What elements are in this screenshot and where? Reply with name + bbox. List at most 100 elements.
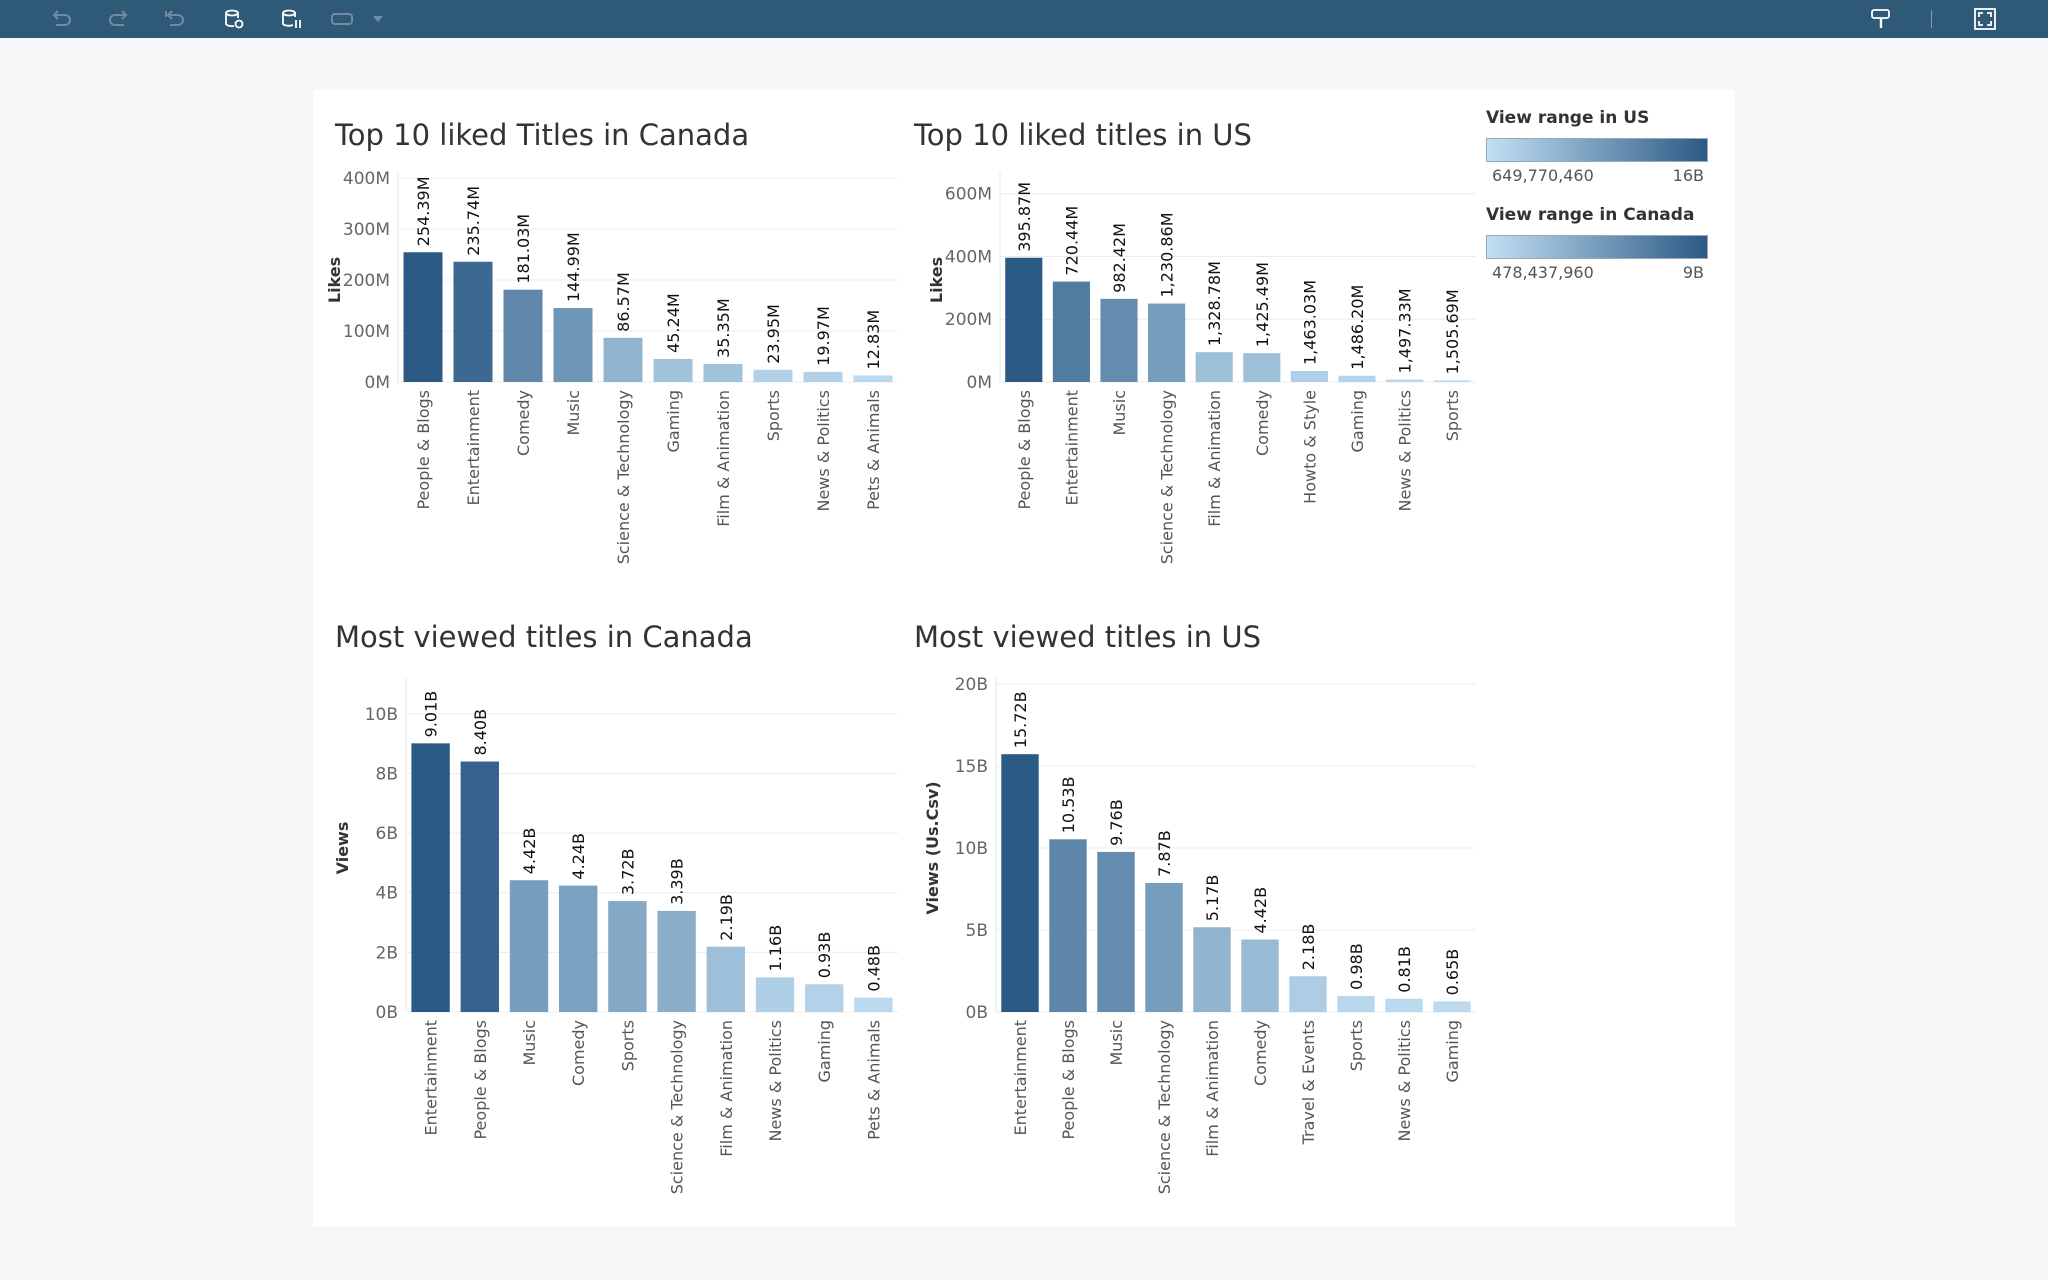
bar[interactable] bbox=[453, 261, 493, 382]
data-label: 1,486.20M bbox=[1348, 285, 1367, 370]
bar[interactable] bbox=[1005, 257, 1043, 382]
pause-updates-icon[interactable] bbox=[279, 7, 303, 31]
y-tick-label: 0B bbox=[376, 1003, 398, 1023]
x-tick-label: Comedy bbox=[1251, 1020, 1270, 1086]
bar[interactable] bbox=[1386, 379, 1424, 382]
data-label: 1.16B bbox=[766, 925, 785, 972]
data-label: 144.99M bbox=[564, 232, 583, 302]
legend-title: View range in Canada bbox=[1486, 205, 1695, 225]
data-label: 23.95M bbox=[764, 304, 783, 364]
chart-title-us-views: Most viewed titles in US bbox=[914, 620, 1262, 654]
bar[interactable] bbox=[1289, 976, 1327, 1012]
data-label: 0.81B bbox=[1395, 946, 1414, 993]
y-tick-label: 20B bbox=[955, 675, 988, 695]
format-painter-icon[interactable] bbox=[1869, 7, 1893, 31]
fullscreen-icon[interactable] bbox=[1973, 7, 1997, 31]
x-tick-label: Film & Animation bbox=[1205, 390, 1224, 527]
bar[interactable] bbox=[1338, 375, 1376, 382]
bar[interactable] bbox=[1337, 995, 1375, 1012]
bar[interactable] bbox=[703, 363, 743, 382]
data-label: 0.48B bbox=[864, 945, 883, 992]
bar[interactable] bbox=[1052, 281, 1090, 382]
x-tick-label: Science & Technology bbox=[614, 390, 633, 564]
bar[interactable] bbox=[1001, 754, 1039, 1012]
bar[interactable] bbox=[1148, 303, 1186, 382]
bar[interactable] bbox=[509, 880, 549, 1012]
bar[interactable] bbox=[1433, 1001, 1471, 1012]
legend-max: 16B bbox=[1672, 166, 1704, 185]
bar[interactable] bbox=[1433, 380, 1471, 382]
bar[interactable] bbox=[553, 308, 593, 382]
data-label: 0.65B bbox=[1443, 949, 1462, 996]
bar[interactable] bbox=[854, 997, 893, 1012]
bar[interactable] bbox=[1193, 927, 1231, 1012]
bar[interactable] bbox=[559, 885, 598, 1012]
y-tick-label: 300M bbox=[343, 220, 390, 240]
bar[interactable] bbox=[803, 371, 843, 382]
bar[interactable] bbox=[1241, 939, 1279, 1012]
x-tick-label: Entertainment bbox=[422, 1020, 441, 1135]
x-tick-label: Comedy bbox=[1253, 390, 1272, 456]
data-label: 19.97M bbox=[814, 306, 833, 366]
bar[interactable] bbox=[503, 289, 543, 382]
bar[interactable] bbox=[753, 369, 793, 382]
data-label: 3.72B bbox=[618, 848, 637, 895]
bar[interactable] bbox=[653, 358, 693, 382]
bar[interactable] bbox=[608, 901, 647, 1012]
bar[interactable] bbox=[1243, 353, 1281, 382]
y-tick-label: 10B bbox=[365, 705, 398, 725]
data-label: 8.40B bbox=[471, 709, 490, 756]
dropdown-icon[interactable] bbox=[366, 7, 390, 31]
chart-us-likes: 0M 200M 400M 600M Likes 395.87M People & Blogs… bbox=[927, 172, 1476, 564]
bar[interactable] bbox=[411, 743, 450, 1012]
data-label: 45.24M bbox=[664, 293, 683, 353]
legend-min: 649,770,460 bbox=[1492, 166, 1594, 185]
x-tick-label: Science & Technology bbox=[1158, 390, 1177, 564]
chart-title-canada-likes: Top 10 liked Titles in Canada bbox=[335, 118, 750, 152]
bar[interactable] bbox=[1100, 298, 1138, 382]
bar[interactable] bbox=[403, 252, 443, 382]
data-label: 2.19B bbox=[717, 894, 736, 941]
y-tick-label: 0M bbox=[365, 373, 390, 393]
data-label: 982.42M bbox=[1110, 223, 1129, 293]
data-label: 3.39B bbox=[668, 858, 687, 905]
x-tick-label: People & Blogs bbox=[1015, 390, 1034, 510]
bar[interactable] bbox=[1049, 839, 1087, 1012]
bar[interactable] bbox=[706, 946, 745, 1012]
bar[interactable] bbox=[657, 910, 696, 1012]
bar[interactable] bbox=[1290, 371, 1328, 382]
refresh-data-icon[interactable] bbox=[222, 7, 246, 31]
y-tick-label: 0M bbox=[967, 373, 992, 393]
bar[interactable] bbox=[1145, 882, 1183, 1012]
legend-gradient bbox=[1486, 235, 1708, 259]
data-label: 5.17B bbox=[1203, 875, 1222, 922]
bar[interactable] bbox=[1097, 851, 1135, 1012]
bar[interactable] bbox=[1385, 998, 1423, 1012]
data-label: 0.98B bbox=[1347, 943, 1366, 990]
data-label: 720.44M bbox=[1062, 206, 1081, 276]
data-label: 9.76B bbox=[1107, 799, 1126, 846]
bar[interactable] bbox=[1195, 352, 1233, 382]
y-tick-label: 8B bbox=[376, 764, 398, 784]
revert-icon[interactable] bbox=[163, 7, 187, 31]
legend-canada-views: View range in Canada 478,437,960 9B bbox=[1486, 205, 1708, 283]
legend-max: 9B bbox=[1682, 263, 1704, 282]
x-tick-label: People & Blogs bbox=[1059, 1020, 1078, 1140]
x-tick-label: Science & Technology bbox=[1155, 1020, 1174, 1194]
data-label: 86.57M bbox=[614, 272, 633, 332]
y-tick-label: 400M bbox=[945, 247, 992, 267]
x-tick-label: Comedy bbox=[514, 390, 533, 456]
undo-icon[interactable] bbox=[50, 7, 74, 31]
x-tick-label: Music bbox=[1110, 390, 1129, 436]
bar[interactable] bbox=[805, 984, 844, 1012]
data-label: 4.42B bbox=[1251, 887, 1270, 934]
bar[interactable] bbox=[755, 977, 795, 1012]
bar[interactable] bbox=[853, 375, 893, 382]
bar[interactable] bbox=[603, 337, 643, 382]
bar[interactable] bbox=[460, 761, 499, 1012]
redo-icon[interactable] bbox=[106, 7, 130, 31]
y-axis-title: Likes bbox=[927, 257, 946, 303]
y-tick-label: 6B bbox=[376, 824, 398, 844]
presentation-mode-icon[interactable] bbox=[330, 7, 354, 31]
data-label: 181.03M bbox=[514, 214, 533, 284]
